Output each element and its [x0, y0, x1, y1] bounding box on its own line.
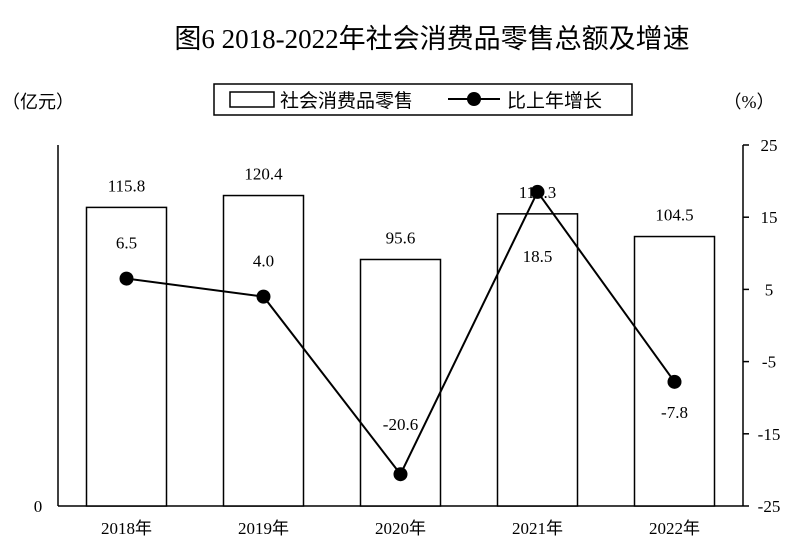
growth-point-2021年 [530, 184, 545, 199]
right-tick-label: -5 [762, 353, 776, 372]
legend-line-marker [467, 92, 481, 106]
growth-value-label: -7.8 [661, 403, 688, 422]
left-axis-unit: （亿元） [2, 92, 74, 112]
legend-bar-label: 社会消费品零售 [280, 90, 413, 112]
growth-point-2019年 [256, 289, 271, 304]
right-tick-label: -15 [758, 425, 781, 444]
bar-2021年 [496, 213, 579, 507]
bar-value-label: 95.6 [386, 228, 416, 247]
legend-line-label: 比上年增长 [507, 90, 602, 112]
right-tick-label: 15 [761, 208, 778, 227]
right-ticks: 25 15 5 -5 -15 -25 [743, 136, 780, 516]
x-tick-label: 2021年 [512, 519, 563, 538]
bar-2018年 [85, 206, 168, 507]
growth-point-2020年 [393, 467, 408, 482]
growth-point-2018年 [119, 271, 134, 286]
bar-value-label: 104.5 [655, 206, 693, 225]
bar-2022年 [633, 235, 716, 507]
legend-bar-swatch [229, 91, 275, 108]
bar-value-label: 120.4 [244, 165, 283, 184]
growth-value-label: 6.5 [116, 234, 137, 253]
bar-2020年 [359, 258, 442, 507]
left-tick-label: 0 [34, 497, 43, 516]
growth-value-label: 18.5 [523, 247, 553, 266]
right-tick-label: 25 [761, 136, 778, 155]
x-tick-label: 2022年 [649, 519, 700, 538]
x-tick-label: 2018年 [101, 519, 152, 538]
line-series: 6.5 4.0 -20.6 18.5 -7.8 [116, 184, 688, 482]
x-tick-labels: 2018年 2019年 2020年 2021年 2022年 [101, 519, 700, 538]
x-tick-label: 2019年 [238, 519, 289, 538]
right-tick-label: 5 [765, 280, 774, 299]
legend: 社会消费品零售 比上年增长 [213, 83, 633, 116]
chart-title: 图6 2018-2022年社会消费品零售总额及增速 [174, 24, 689, 54]
right-axis-unit: （%） [724, 92, 775, 112]
right-tick-label: -25 [758, 497, 781, 516]
x-tick-label: 2020年 [375, 519, 426, 538]
bar-value-label: 115.8 [108, 176, 146, 195]
growth-value-label: -20.6 [383, 415, 418, 434]
legend-frame [213, 83, 633, 116]
bar-2019年 [222, 194, 305, 507]
growth-point-2022年 [667, 374, 682, 389]
growth-value-label: 4.0 [253, 252, 274, 271]
